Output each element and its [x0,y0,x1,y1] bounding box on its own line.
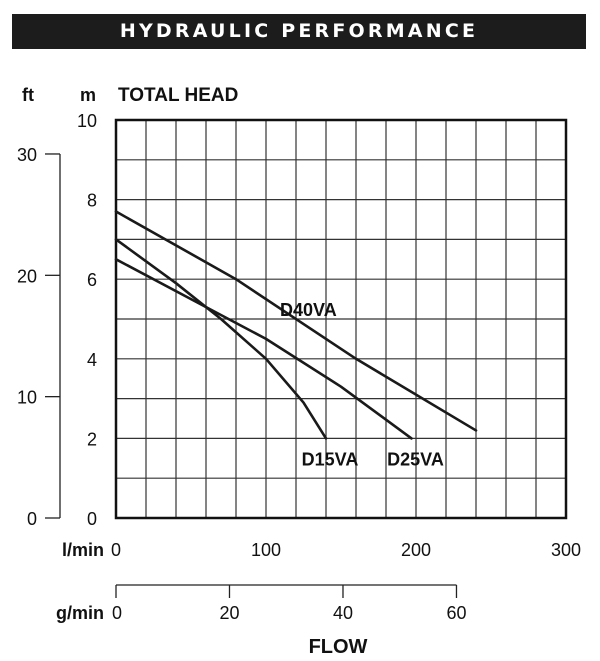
gmin-unit-label: g/min [56,603,104,623]
ft-tick-label: 30 [17,145,37,165]
ft-tick-label: 10 [17,388,37,408]
lmin-unit-label: l/min [62,540,104,560]
x-tick-label-lmin: 300 [551,540,581,560]
series-line-d40va [114,210,478,432]
y-tick-label-m: 6 [87,270,97,290]
chart-title: HYDRAULIC PERFORMANCE [119,20,479,42]
series-line-d15va [114,238,328,440]
gmin-tick-label: 40 [333,603,353,623]
y-tick-label-m: 8 [87,191,97,211]
gmin-tick-label: 20 [219,603,239,623]
series-label-d15va: D15VA [302,449,359,469]
ft-unit-label: ft [22,85,34,105]
y-axis-title: TOTAL HEAD [118,85,238,106]
plot-frame [114,118,568,520]
series-lines [114,210,478,440]
title-banner: HYDRAULIC PERFORMANCE [12,14,586,49]
ft-tick-label: 20 [17,266,37,286]
x-tick-label-lmin: 200 [401,540,431,560]
x-tick-label-lmin: 100 [251,540,281,560]
gmin-tick-label: 0 [112,603,122,623]
gmin-tick-label: 60 [446,603,466,623]
y-tick-label-m: 4 [87,350,97,370]
y-tick-label-m: 0 [87,509,97,529]
grid [116,120,566,518]
series-label-d25va: D25VA [387,449,444,469]
m-unit-label: m [80,85,96,105]
series-line-d25va [114,257,413,440]
series-label-d40va: D40VA [280,300,337,320]
x-axis-title: FLOW [309,636,368,658]
ft-tick-label: 0 [27,509,37,529]
y-tick-label-m: 10 [77,111,97,131]
x-tick-label-lmin: 0 [111,540,121,560]
y-tick-label-m: 2 [87,429,97,449]
labels: D15VA D25VA D40VA [280,300,444,469]
